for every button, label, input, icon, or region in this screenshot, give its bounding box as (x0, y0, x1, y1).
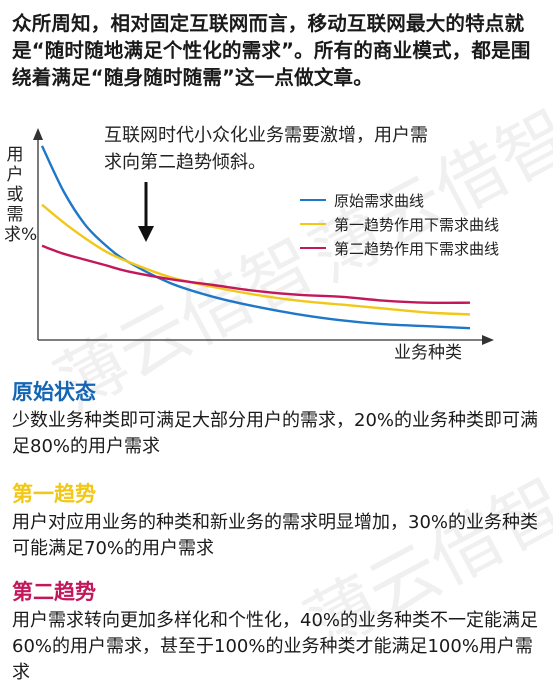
series-layer (40, 145, 471, 330)
annotation-arrow (138, 182, 154, 242)
chart-annotation: 互联网时代小众化业务需要激增，用户需求向第二趋势倾斜。 (104, 125, 428, 173)
series-line-1 (41, 203, 471, 316)
legend-label: 第一趋势作用下需求曲线 (334, 215, 500, 234)
legend-item-first-trend: 第一趋势作用下需求曲线 (300, 212, 499, 236)
y-axis-label: 用户或需求% (4, 145, 38, 245)
section-body: 用户需求转向更加多样化和个性化，40%的业务种类不一定能满足60%的用户需求，甚… (12, 610, 539, 683)
legend-item-original: 原始需求曲线 (300, 188, 499, 212)
chart-legend: 原始需求曲线 第一趋势作用下需求曲线 第二趋势作用下需求曲线 (300, 188, 499, 260)
x-axis-arrow (482, 335, 494, 345)
legend-label: 原始需求曲线 (334, 191, 425, 210)
legend-label: 第二趋势作用下需求曲线 (334, 239, 500, 258)
chart (33, 128, 494, 345)
chart-axes (33, 128, 494, 345)
section-first-trend: 第一趋势 用户对应用业务的种类和新业务的需求明显增加，30%的业务种类可能满足7… (12, 480, 547, 562)
section-original-state: 原始状态 少数业务种类即可满足大部分用户的需求，20%的业务种类即可满足80%的… (12, 378, 547, 460)
legend-swatch (300, 223, 326, 225)
intro-text: 众所周知，相对固定互联网而言，移动互联网最大的特点就是“随时随地满足个性化的需求… (12, 12, 531, 89)
section-second-trend: 第二趋势 用户需求转向更加多样化和个性化，40%的业务种类不一定能满足60%的用… (12, 578, 547, 686)
series-line-2 (41, 244, 471, 305)
section-heading: 第一趋势 (12, 482, 96, 506)
section-body: 用户对应用业务的种类和新业务的需求明显增加，30%的业务种类可能满足70%的用户… (12, 512, 539, 559)
section-body: 少数业务种类即可满足大部分用户的需求，20%的业务种类即可满足80%的用户需求 (12, 410, 539, 457)
legend-swatch (300, 199, 326, 201)
section-heading: 原始状态 (12, 380, 96, 404)
legend-swatch (300, 247, 326, 249)
series-line-0 (40, 145, 471, 330)
section-heading: 第二趋势 (12, 580, 96, 604)
y-axis-arrow (33, 128, 43, 140)
x-axis-label: 业务种类 (394, 343, 462, 363)
legend-item-second-trend: 第二趋势作用下需求曲线 (300, 236, 499, 260)
